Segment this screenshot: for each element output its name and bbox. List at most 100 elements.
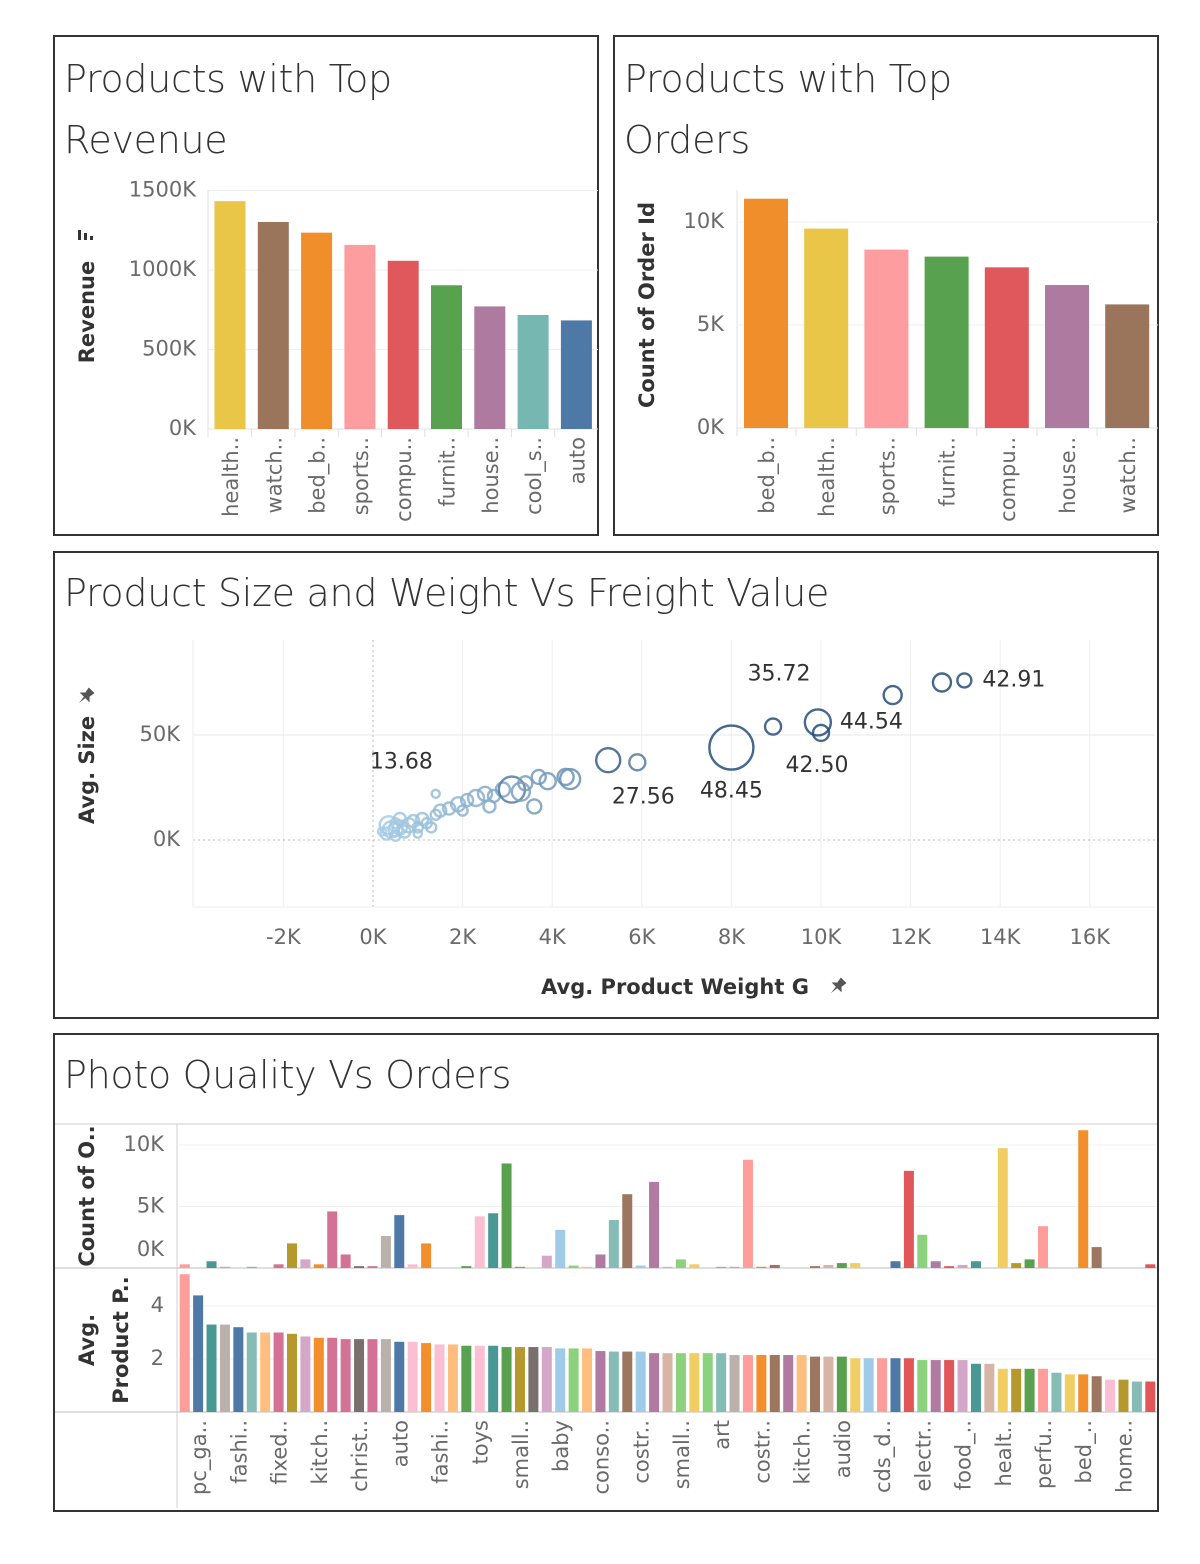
scatter-point[interactable] bbox=[763, 717, 783, 736]
photo-quality-bar[interactable] bbox=[1091, 1376, 1102, 1412]
order-count-bar[interactable] bbox=[380, 1236, 391, 1268]
photo-quality-bar[interactable] bbox=[662, 1353, 673, 1412]
order-count-bar[interactable] bbox=[716, 1266, 727, 1268]
order-count-bar[interactable] bbox=[219, 1266, 230, 1268]
photo-quality-bar[interactable] bbox=[555, 1348, 566, 1412]
order-count-bar[interactable] bbox=[1145, 1264, 1156, 1268]
photo-quality-bar[interactable] bbox=[1011, 1368, 1022, 1412]
revenue-bar[interactable] bbox=[257, 221, 289, 429]
order-count-bar[interactable] bbox=[810, 1266, 821, 1268]
photo-quality-bar[interactable] bbox=[890, 1358, 901, 1412]
photo-quality-bar[interactable] bbox=[1118, 1379, 1129, 1412]
order-count-bar[interactable] bbox=[474, 1216, 485, 1268]
order-count-bar[interactable] bbox=[1011, 1263, 1022, 1268]
order-count-bar[interactable] bbox=[541, 1255, 552, 1268]
photo-quality-bar[interactable] bbox=[1051, 1372, 1062, 1412]
scatter-point[interactable] bbox=[558, 767, 582, 791]
revenue-bar[interactable] bbox=[431, 285, 462, 429]
scatter-point[interactable] bbox=[882, 684, 903, 706]
photo-quality-bar[interactable] bbox=[273, 1332, 284, 1413]
photo-quality-bar[interactable] bbox=[930, 1360, 941, 1412]
photo-quality-bar[interactable] bbox=[742, 1355, 753, 1412]
orders-bar[interactable] bbox=[984, 267, 1029, 428]
scatter-point[interactable] bbox=[456, 804, 469, 817]
scatter-point[interactable] bbox=[459, 792, 475, 808]
photo-quality-bar[interactable] bbox=[179, 1274, 190, 1412]
photo-quality-bar[interactable] bbox=[474, 1345, 485, 1412]
photo-quality-bar[interactable] bbox=[729, 1355, 740, 1412]
scatter-point[interactable] bbox=[429, 808, 442, 821]
orders-bar[interactable] bbox=[864, 249, 909, 428]
photo-quality-bar[interactable] bbox=[836, 1356, 847, 1412]
photo-quality-bar[interactable] bbox=[850, 1358, 861, 1412]
scatter-point[interactable] bbox=[595, 747, 622, 774]
order-count-bar[interactable] bbox=[689, 1264, 700, 1268]
order-count-bar[interactable] bbox=[286, 1243, 297, 1268]
photo-quality-bar[interactable] bbox=[1145, 1381, 1156, 1412]
order-count-bar[interactable] bbox=[903, 1170, 914, 1268]
photo-quality-bar[interactable] bbox=[447, 1344, 458, 1412]
photo-quality-bar[interactable] bbox=[354, 1339, 365, 1412]
order-count-bar[interactable] bbox=[823, 1264, 834, 1268]
photo-quality-bar[interactable] bbox=[461, 1345, 472, 1412]
photo-quality-bar[interactable] bbox=[984, 1363, 995, 1412]
photo-quality-bar[interactable] bbox=[233, 1327, 244, 1412]
photo-quality-bar[interactable] bbox=[514, 1347, 525, 1412]
order-count-bar[interactable] bbox=[367, 1266, 378, 1268]
order-count-bar[interactable] bbox=[957, 1264, 968, 1268]
photo-quality-bar[interactable] bbox=[488, 1345, 499, 1412]
photo-quality-bar[interactable] bbox=[877, 1358, 888, 1412]
photo-quality-bar[interactable] bbox=[970, 1363, 981, 1412]
order-count-bar[interactable] bbox=[635, 1265, 646, 1268]
order-count-bar[interactable] bbox=[394, 1215, 405, 1268]
scatter-point[interactable] bbox=[392, 811, 408, 827]
order-count-bar[interactable] bbox=[675, 1259, 686, 1268]
photo-quality-bar[interactable] bbox=[340, 1339, 351, 1412]
scatter-point[interactable] bbox=[708, 724, 755, 771]
order-count-bar[interactable] bbox=[555, 1229, 566, 1268]
photo-quality-bar[interactable] bbox=[823, 1356, 834, 1412]
order-count-bar[interactable] bbox=[742, 1159, 753, 1268]
order-count-bar[interactable] bbox=[246, 1266, 257, 1268]
order-count-bar[interactable] bbox=[917, 1234, 928, 1268]
photo-quality-bar[interactable] bbox=[1024, 1368, 1035, 1412]
photo-quality-bar[interactable] bbox=[689, 1353, 700, 1412]
photo-quality-bar[interactable] bbox=[944, 1360, 955, 1412]
photo-quality-bar[interactable] bbox=[380, 1339, 391, 1412]
scatter-point[interactable] bbox=[538, 772, 557, 791]
order-count-bar[interactable] bbox=[662, 1266, 673, 1268]
photo-quality-bar[interactable] bbox=[528, 1347, 539, 1412]
photo-quality-bar[interactable] bbox=[769, 1355, 780, 1412]
photo-quality-bar[interactable] bbox=[1038, 1368, 1049, 1412]
photo-quality-bar[interactable] bbox=[917, 1360, 928, 1412]
scatter-point[interactable] bbox=[510, 781, 532, 802]
revenue-bar[interactable] bbox=[301, 232, 333, 429]
photo-quality-bar[interactable] bbox=[246, 1332, 257, 1413]
photo-quality-bar[interactable] bbox=[300, 1336, 311, 1412]
photo-quality-bar[interactable] bbox=[407, 1341, 418, 1412]
photo-quality-bar[interactable] bbox=[796, 1355, 807, 1412]
scatter-point[interactable] bbox=[482, 799, 497, 814]
photo-quality-bar[interactable] bbox=[1105, 1379, 1116, 1412]
order-count-bar[interactable] bbox=[890, 1261, 901, 1268]
photo-quality-bar[interactable] bbox=[810, 1356, 821, 1412]
order-count-bar[interactable] bbox=[997, 1148, 1008, 1268]
order-count-bar[interactable] bbox=[836, 1263, 847, 1268]
photo-quality-bar[interactable] bbox=[1131, 1381, 1142, 1412]
order-count-bar[interactable] bbox=[568, 1265, 579, 1268]
orders-bar[interactable] bbox=[744, 198, 788, 428]
photo-quality-bar[interactable] bbox=[286, 1333, 297, 1412]
order-count-bar[interactable] bbox=[300, 1259, 311, 1268]
scatter-point[interactable] bbox=[494, 781, 512, 798]
photo-quality-bar[interactable] bbox=[716, 1353, 727, 1412]
order-count-bar[interactable] bbox=[273, 1264, 284, 1268]
scatter-point[interactable] bbox=[433, 803, 448, 818]
order-count-bar[interactable] bbox=[622, 1194, 633, 1268]
scatter-point[interactable] bbox=[803, 708, 833, 737]
order-count-bar[interactable] bbox=[756, 1266, 767, 1268]
photo-quality-bar[interactable] bbox=[206, 1324, 217, 1412]
order-count-bar[interactable] bbox=[206, 1261, 217, 1268]
orders-bar[interactable] bbox=[1105, 304, 1150, 428]
order-count-bar[interactable] bbox=[313, 1264, 324, 1268]
photo-quality-bar[interactable] bbox=[568, 1348, 579, 1412]
